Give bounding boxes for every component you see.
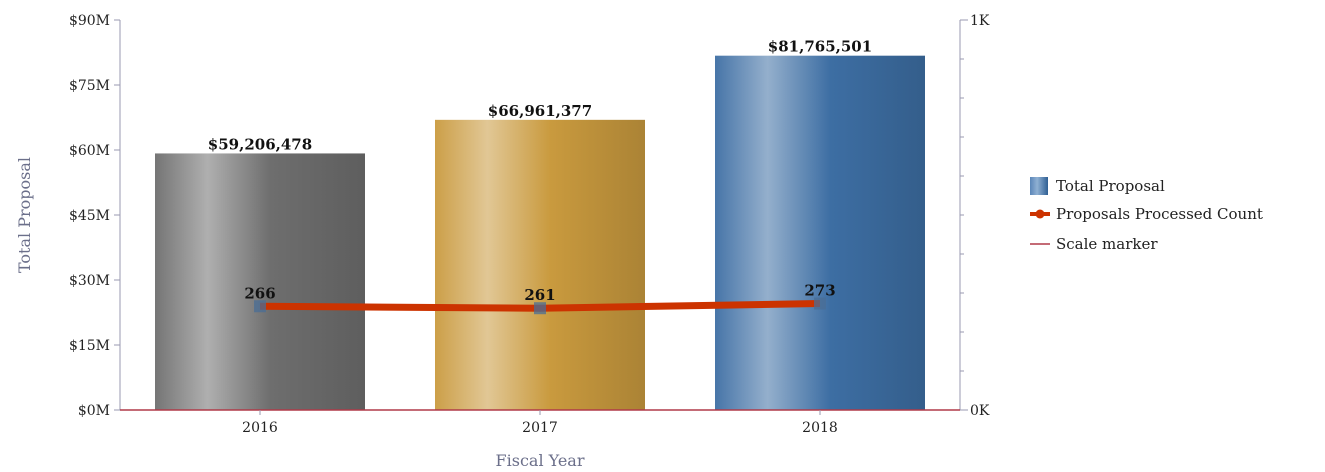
bar-2017 <box>435 119 645 410</box>
count-value-label: 261 <box>524 286 555 304</box>
y-tick-label: $45M <box>69 208 110 224</box>
y-tick-label: $90M <box>69 13 110 29</box>
y2-tick-label: 1K <box>970 13 990 29</box>
y-tick-label: $15M <box>69 338 110 354</box>
y2-tick-label: 0K <box>970 403 990 419</box>
y-tick-label: $0M <box>78 403 110 419</box>
legend-swatch-total-proposal <box>1030 177 1048 195</box>
count-point <box>534 302 546 315</box>
bar-2018 <box>715 55 925 410</box>
x-tick-label: 2016 <box>242 420 278 436</box>
bar-value-label: $66,961,377 <box>488 102 592 120</box>
legend-label-total-proposal: Total Proposal <box>1056 177 1165 195</box>
bar-value-label: $81,765,501 <box>768 38 872 56</box>
legend-label-count: Proposals Processed Count <box>1056 205 1263 223</box>
bar-2016 <box>155 153 365 410</box>
legend-label-scale-marker: Scale marker <box>1056 235 1158 253</box>
x-axis-title: Fiscal Year <box>496 451 585 470</box>
x-tick-label: 2018 <box>802 420 838 436</box>
count-point <box>254 300 266 313</box>
y-tick-label: $30M <box>69 273 110 289</box>
count-value-label: 273 <box>804 282 835 300</box>
count-point <box>814 297 826 310</box>
count-value-label: 266 <box>244 284 275 302</box>
x-tick-label: 2017 <box>522 420 558 436</box>
bar-value-label: $59,206,478 <box>208 135 312 153</box>
y-axis-title: Total Proposal <box>15 157 34 273</box>
y-tick-label: $60M <box>69 143 110 159</box>
legend-swatch-count-marker <box>1035 209 1045 219</box>
y-tick-label: $75M <box>69 78 110 94</box>
